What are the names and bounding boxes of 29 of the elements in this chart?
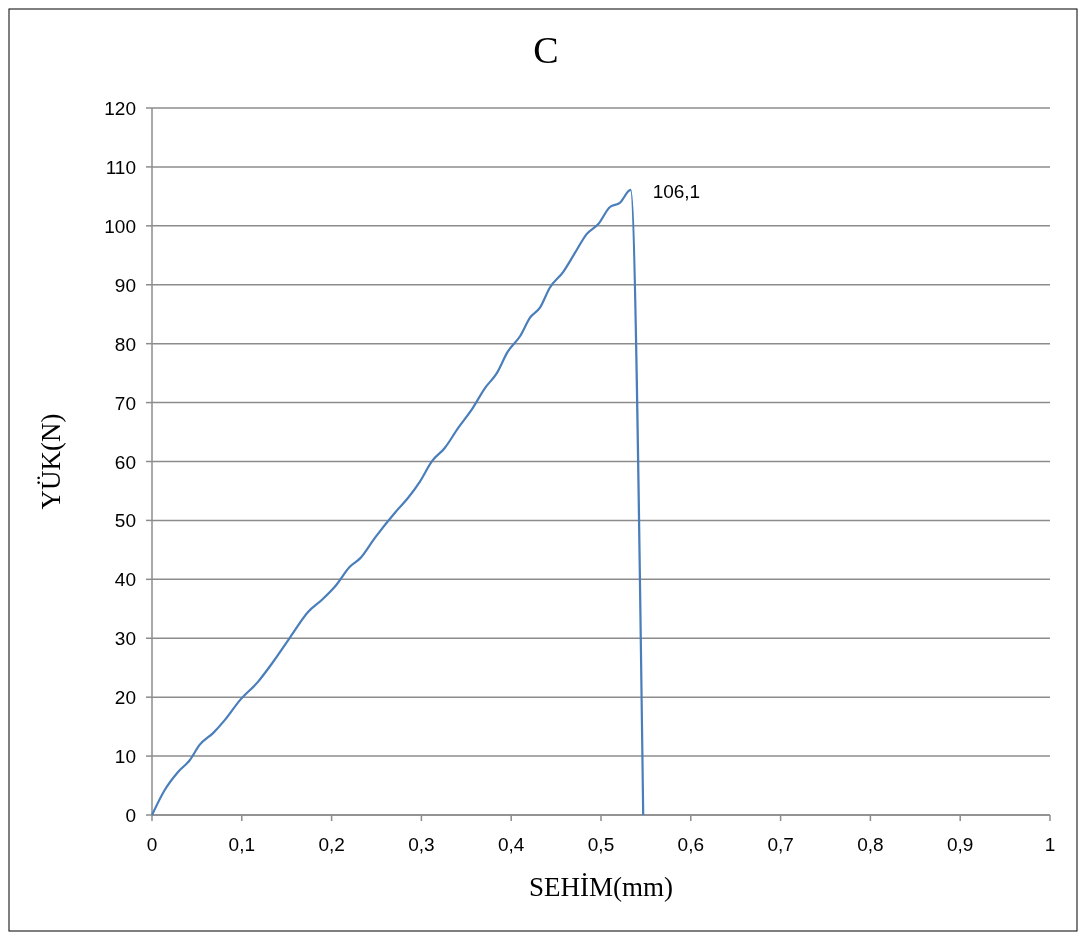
x-tick-label: 0,1 <box>228 834 256 855</box>
x-tick-label: 0 <box>146 834 158 855</box>
y-tick-label: 70 <box>114 392 136 414</box>
x-tick-label: 0,2 <box>318 834 345 855</box>
x-tick-label: 0,7 <box>767 834 794 855</box>
y-tick-label: 20 <box>114 687 136 709</box>
chart-title: C <box>533 29 559 71</box>
y-tick-label: 120 <box>104 98 136 119</box>
x-tick-label: 0,9 <box>946 834 974 855</box>
y-tick-label: 90 <box>114 274 136 296</box>
x-tick-label: 0,6 <box>677 834 705 855</box>
y-tick-label: 60 <box>114 451 136 473</box>
y-tick-label: 30 <box>114 628 136 650</box>
y-tick-label: 80 <box>114 333 136 355</box>
y-tick-label: 50 <box>114 510 136 532</box>
line-series <box>150 188 645 817</box>
x-tick-label: 1 <box>1044 834 1056 855</box>
annotation: 106,1 <box>652 180 701 202</box>
x-axis-title: SEHİM(mm) <box>529 872 673 902</box>
y-axis-title: YÜK(N) <box>36 413 66 510</box>
x-tick-label: 0,8 <box>857 834 884 855</box>
y-tick-label: 10 <box>114 746 136 768</box>
y-tick-label: 100 <box>104 215 136 237</box>
x-tick-label: 0,4 <box>497 834 525 855</box>
x-tick-label: 0,5 <box>587 834 615 855</box>
y-tick-label: 40 <box>114 569 136 591</box>
x-tick-label: 0,3 <box>408 834 435 855</box>
y-tick-label: 0 <box>125 805 136 826</box>
y-tick-label: 110 <box>105 156 136 178</box>
